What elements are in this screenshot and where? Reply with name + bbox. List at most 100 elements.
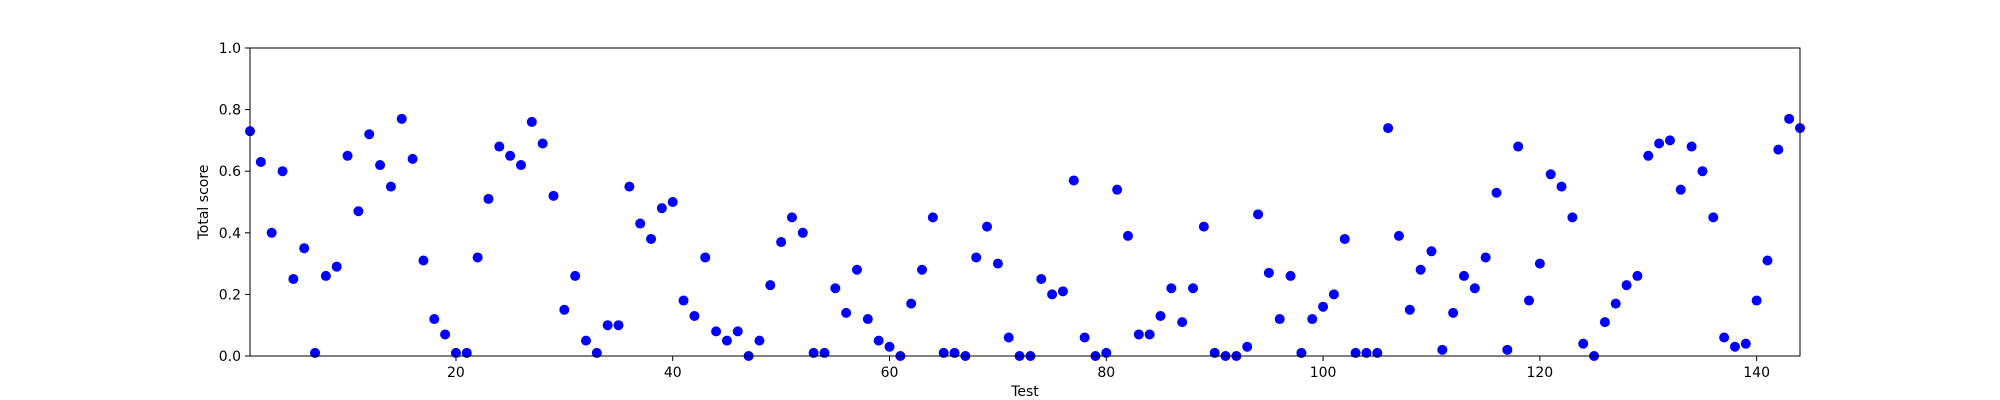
data-point [1079,332,1090,343]
data-point [808,347,819,358]
data-point [1372,347,1383,358]
data-point [320,270,331,281]
data-point [1773,144,1784,155]
x-tick-label: 80 [1097,365,1115,381]
data-point [1610,298,1621,309]
data-point [851,264,862,275]
data-point [364,129,375,140]
data-point [1003,332,1014,343]
data-point [1166,283,1177,294]
data-point [602,320,613,331]
data-point [732,326,743,337]
data-point [1101,347,1112,358]
data-point [1318,301,1329,312]
data-point [721,335,732,346]
data-point [1599,317,1610,328]
data-point [483,193,494,204]
data-point [1068,175,1079,186]
data-point [1556,181,1567,192]
data-point [559,304,570,315]
x-axis-title: Test [1010,384,1039,400]
data-point [1643,150,1654,161]
data-point [1133,329,1144,340]
data-point [1036,274,1047,284]
data-point [1188,283,1199,294]
data-point [635,218,646,229]
data-point [1274,314,1285,325]
y-tick-label: 0.0 [219,349,241,365]
data-point [906,298,917,309]
data-point [1112,184,1123,195]
data-point [1524,295,1535,306]
data-point [353,206,364,217]
data-point [440,329,451,340]
data-point [862,314,873,325]
data-point [1675,184,1686,195]
data-point [1545,169,1556,180]
data-point [1415,264,1426,275]
y-tick-label: 0.8 [219,103,241,119]
data-point [1263,267,1274,278]
y-tick-label: 0.4 [219,226,241,242]
data-point [1664,135,1675,146]
data-point [927,212,938,223]
data-point [277,166,288,177]
data-point [375,160,386,171]
data-point [1686,141,1697,152]
data-point [1458,270,1469,281]
data-point [1285,270,1296,281]
data-point [1784,113,1795,124]
data-point [1762,255,1773,266]
data-point [1697,166,1708,177]
data-point [938,347,949,358]
data-point [1654,138,1665,149]
data-point [472,252,483,263]
data-point [505,150,516,161]
data-point [656,203,667,214]
data-point [385,181,396,192]
data-point [765,280,776,291]
data-point [1383,123,1394,134]
data-point [1209,347,1220,358]
data-point [1328,289,1339,300]
data-point [461,347,472,358]
data-point [1361,347,1372,358]
data-point [786,212,797,223]
data-point [1122,230,1133,241]
data-point [819,347,830,358]
data-point [581,335,592,346]
data-point [797,227,808,238]
data-point [1448,307,1459,318]
x-tick-label: 20 [447,365,465,381]
x-tick-label: 40 [664,365,682,381]
data-point [1155,310,1166,321]
data-point [515,160,526,171]
axis-ticks: 20 40 60 80 100 120 140 0.0 0.2 0.4 0.6 0.8 1.0 [219,41,1770,381]
data-point [754,335,765,346]
data-point [1578,338,1589,349]
x-tick-label: 120 [1526,365,1553,381]
data-point [537,138,548,149]
y-axis-title: Total score [196,165,212,241]
data-point [494,141,505,152]
data-point [591,347,602,358]
data-point [450,347,461,358]
data-point [873,335,884,346]
data-point [1632,270,1643,281]
data-point [1437,344,1448,355]
x-tick-label: 140 [1743,365,1770,381]
x-tick-label: 60 [881,365,899,381]
data-point [1502,344,1513,355]
data-point [1729,341,1740,352]
data-point [418,255,429,266]
data-point [1469,283,1480,294]
data-point [548,190,559,201]
data-point [646,233,657,244]
data-point [982,221,993,232]
data-point [1393,230,1404,241]
data-point [1296,347,1307,358]
data-point [1426,246,1437,257]
data-point [1047,289,1058,300]
data-point [689,310,700,321]
